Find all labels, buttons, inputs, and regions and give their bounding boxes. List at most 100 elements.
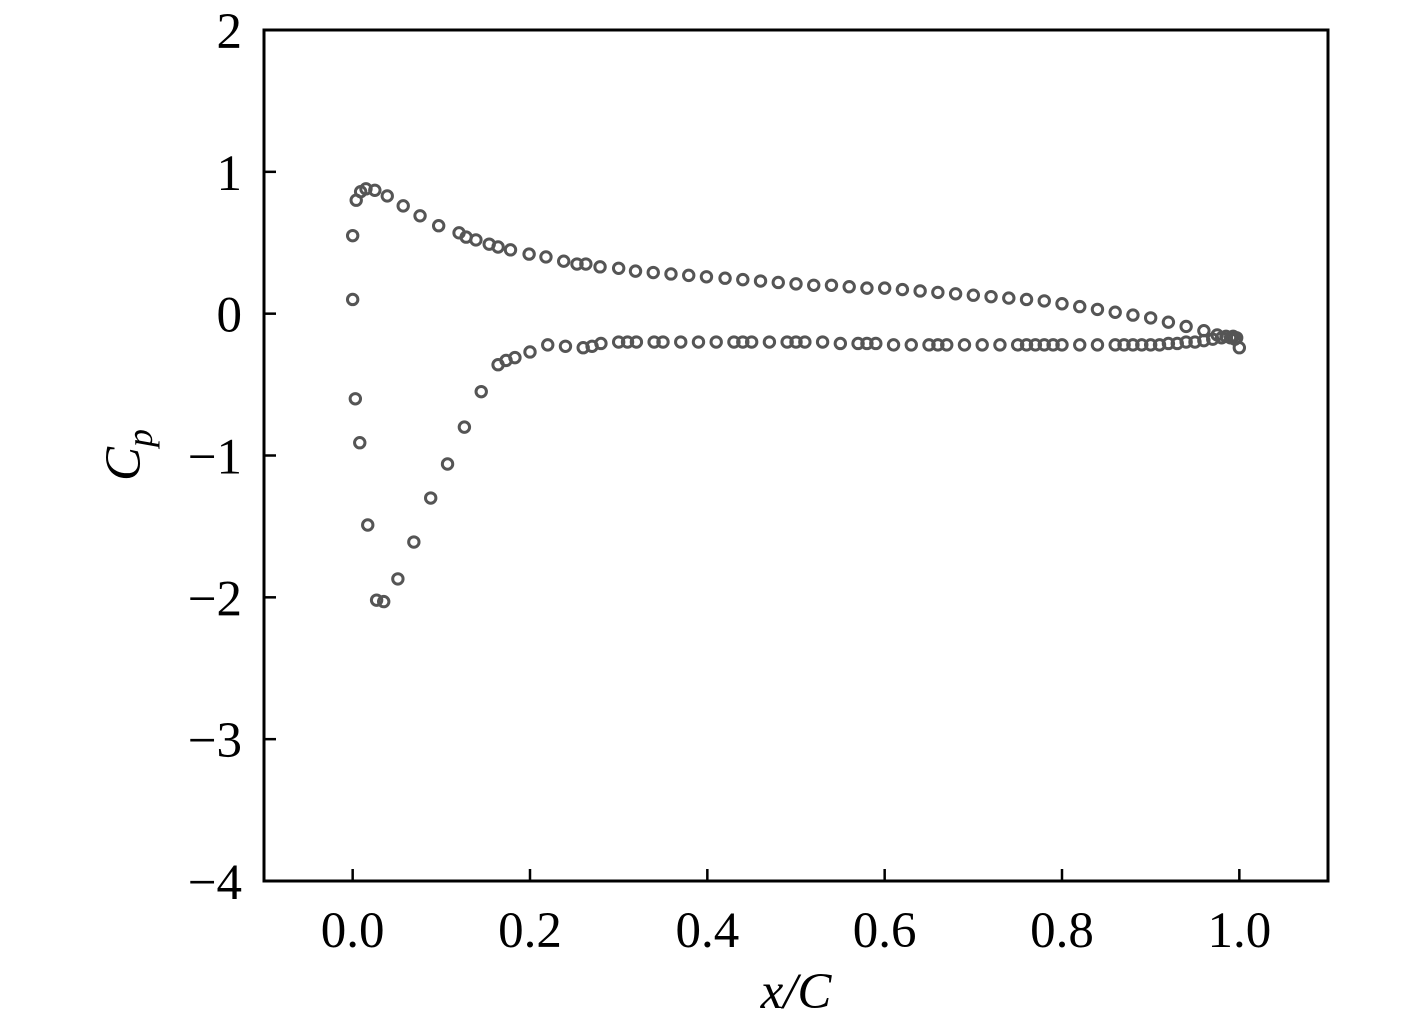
data-point bbox=[727, 335, 741, 349]
data-point bbox=[744, 335, 759, 349]
data-point bbox=[1090, 302, 1105, 317]
data-point bbox=[469, 233, 483, 247]
data-point bbox=[1126, 308, 1140, 322]
data-point bbox=[1055, 338, 1069, 352]
y-tick-label: −1 bbox=[188, 430, 242, 486]
data-point bbox=[975, 338, 989, 352]
data-point bbox=[886, 338, 901, 352]
data-point bbox=[628, 264, 643, 278]
x-tick-label: 0.6 bbox=[853, 903, 917, 959]
data-point bbox=[474, 384, 488, 399]
x-tick-label: 0.8 bbox=[1030, 903, 1094, 959]
data-point bbox=[523, 345, 537, 359]
data-point bbox=[345, 228, 360, 243]
data-point bbox=[736, 335, 750, 349]
data-point bbox=[815, 335, 830, 349]
data-point bbox=[541, 338, 555, 352]
data-point bbox=[1179, 319, 1193, 334]
data-point bbox=[1108, 305, 1122, 319]
svg-text:Cp: Cp bbox=[96, 429, 160, 481]
data-point bbox=[807, 278, 821, 292]
data-point bbox=[423, 491, 438, 505]
data-point bbox=[368, 183, 382, 197]
data-point bbox=[491, 240, 505, 254]
data-point bbox=[594, 336, 608, 351]
x-tick-label: 0.2 bbox=[498, 903, 562, 959]
data-point bbox=[570, 257, 584, 271]
x-axis-ticks: 0.0 0.2 0.4 0.6 0.8 1.0 bbox=[321, 869, 1271, 959]
data-point bbox=[940, 338, 954, 352]
y-tick-label: 2 bbox=[217, 4, 243, 60]
data-point bbox=[380, 189, 394, 203]
data-point bbox=[1179, 335, 1193, 349]
x-tick-label: 0.0 bbox=[321, 903, 385, 959]
data-point bbox=[1126, 338, 1140, 352]
data-point bbox=[1108, 338, 1122, 352]
data-point bbox=[1055, 297, 1069, 311]
x-tick-label: 1.0 bbox=[1207, 903, 1271, 959]
data-point bbox=[558, 339, 573, 353]
data-point bbox=[556, 254, 571, 268]
data-point bbox=[1214, 331, 1229, 345]
data-point bbox=[762, 335, 777, 349]
data-point bbox=[931, 338, 945, 352]
data-point bbox=[674, 335, 688, 349]
data-point bbox=[1117, 338, 1131, 352]
data-point bbox=[391, 572, 405, 586]
data-point bbox=[984, 289, 998, 304]
data-point bbox=[1143, 311, 1158, 325]
data-point bbox=[833, 336, 848, 351]
data-point bbox=[709, 335, 723, 349]
y-tick-label: −4 bbox=[188, 855, 242, 911]
y-tick-label: 0 bbox=[217, 288, 243, 344]
data-point bbox=[682, 268, 696, 283]
data-point bbox=[789, 335, 803, 349]
plot-frame bbox=[262, 28, 1330, 883]
data-point bbox=[440, 457, 455, 471]
data-point bbox=[1073, 299, 1087, 314]
data-point bbox=[1010, 338, 1025, 352]
data-point bbox=[860, 281, 874, 295]
y-tick-label: −2 bbox=[188, 571, 242, 627]
data-point bbox=[539, 250, 553, 264]
data-point bbox=[1090, 338, 1105, 352]
x-axis-label: x/C bbox=[760, 964, 833, 1020]
y-tick-label: −3 bbox=[188, 713, 242, 769]
data-point bbox=[699, 270, 714, 284]
data-point bbox=[993, 338, 1007, 352]
data-point bbox=[348, 392, 363, 406]
data-point bbox=[1037, 294, 1051, 308]
data-point bbox=[431, 219, 446, 233]
data-point bbox=[931, 285, 945, 300]
data-points bbox=[345, 182, 1247, 609]
y-tick-label: 1 bbox=[217, 146, 243, 202]
data-point bbox=[377, 594, 391, 609]
data-point bbox=[345, 292, 360, 307]
data-point bbox=[656, 335, 670, 349]
data-point bbox=[1161, 315, 1176, 329]
data-point bbox=[593, 260, 607, 274]
data-point bbox=[1135, 338, 1149, 352]
data-point bbox=[413, 209, 427, 223]
data-point bbox=[1019, 292, 1034, 307]
data-point bbox=[904, 338, 918, 352]
data-point bbox=[789, 277, 803, 291]
data-point bbox=[1143, 338, 1158, 352]
y-axis-label-subscript: p bbox=[120, 429, 160, 450]
data-point bbox=[877, 281, 892, 295]
data-point bbox=[771, 275, 785, 290]
data-point bbox=[798, 335, 812, 349]
data-point bbox=[407, 535, 421, 549]
data-point bbox=[842, 280, 856, 294]
y-axis-label: Cp bbox=[96, 429, 160, 481]
data-point bbox=[966, 288, 981, 302]
x-tick-label: 0.4 bbox=[675, 903, 739, 959]
data-point bbox=[824, 278, 839, 292]
data-point bbox=[736, 272, 750, 287]
data-point bbox=[361, 518, 375, 532]
data-point bbox=[664, 267, 678, 281]
data-point bbox=[611, 335, 626, 349]
y-axis-ticks: 2 1 0 −1 −2 −3 −4 bbox=[188, 4, 276, 911]
data-point bbox=[1002, 291, 1016, 305]
